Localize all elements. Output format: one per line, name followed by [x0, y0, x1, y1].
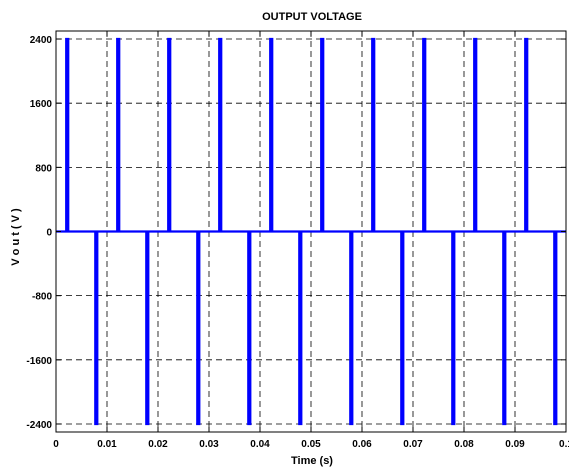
y-tick-label: -800 [32, 292, 52, 303]
chart-title: OUTPUT VOLTAGE [262, 11, 362, 23]
x-tick-label: 0.02 [148, 439, 168, 450]
x-tick-label: 0.09 [505, 439, 525, 450]
x-tick-label: 0.08 [454, 439, 474, 450]
y-tick-label: 2400 [30, 35, 53, 46]
x-tick-label: 0.01 [97, 439, 117, 450]
x-tick-label: 0.04 [250, 439, 270, 450]
y-tick-label: 0 [46, 228, 52, 239]
x-axis-label: Time (s) [291, 455, 333, 467]
y-tick-label: 800 [35, 163, 52, 174]
x-tick-label: 0.07 [403, 439, 423, 450]
y-axis-label: V o u t ( V ) [10, 208, 22, 266]
y-tick-label: 1600 [30, 99, 53, 110]
x-tick-label: 0 [53, 439, 59, 450]
voltage-line [56, 37, 566, 426]
x-tick-label: 0.1 [559, 439, 569, 450]
x-tick-label: 0.03 [199, 439, 219, 450]
y-axis: 2400 1600 800 0 -800 -1600 -2400 [26, 35, 566, 431]
y-tick-label: -2400 [26, 420, 52, 431]
x-tick-label: 0.05 [301, 439, 321, 450]
x-tick-label: 0.06 [352, 439, 372, 450]
x-axis: 0 0.01 0.02 0.03 0.04 0.05 0.06 0.07 0.08 0.09 0.1 [53, 31, 569, 450]
series-group [56, 37, 566, 426]
y-tick-label: -1600 [26, 356, 52, 367]
